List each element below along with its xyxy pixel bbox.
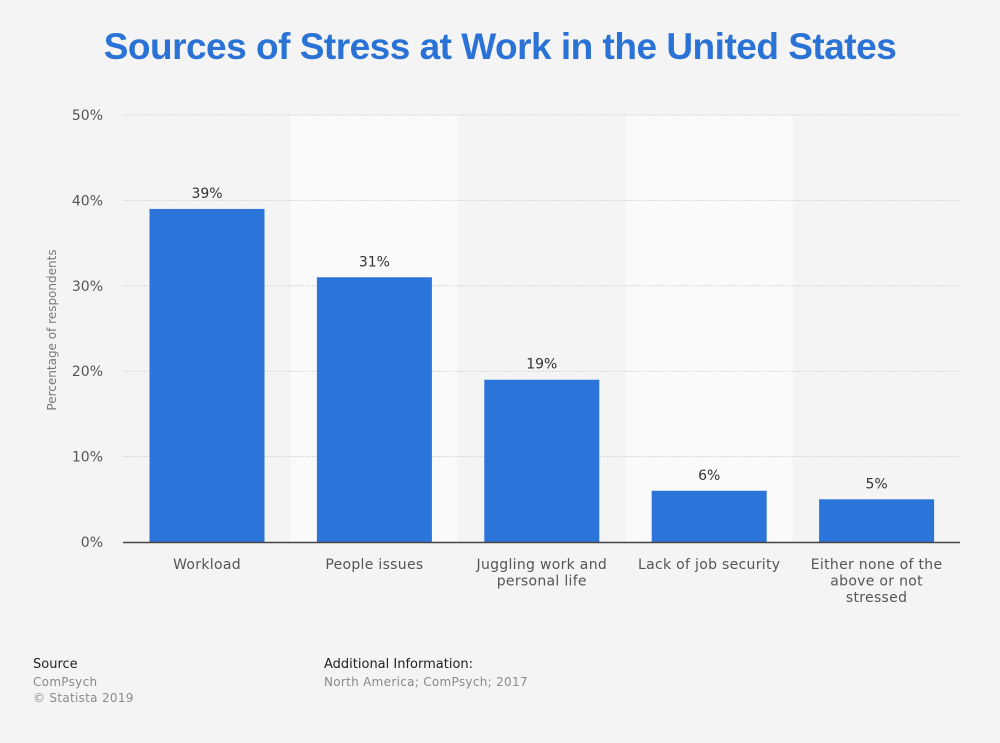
bar-3: [651, 490, 767, 542]
additional-info-line: North America; ComPsych; 2017: [324, 675, 528, 689]
bar-1: [316, 277, 432, 542]
data-label-3: 6%: [698, 468, 720, 484]
source-heading: Source: [33, 657, 78, 672]
y-axis-ticks: 0% 10% 20% 30% 40% 50%: [72, 108, 103, 551]
y-tick-label: 10%: [72, 450, 103, 466]
bars: [149, 208, 935, 542]
source-line-2: © Statista 2019: [33, 691, 134, 705]
category-label-0: Workload: [173, 557, 241, 573]
source-line-1: ComPsych: [33, 675, 98, 689]
data-label-4: 5%: [865, 476, 887, 492]
data-label-2: 19%: [526, 357, 557, 373]
bar-2: [484, 379, 600, 542]
source-block: Source ComPsych © Statista 2019: [33, 657, 134, 706]
y-tick-label: 30%: [72, 279, 103, 295]
additional-info-block: Additional Information: North America; C…: [324, 657, 528, 690]
data-label-0: 39%: [191, 186, 222, 202]
data-label-1: 31%: [359, 254, 390, 270]
category-label-4: above or not: [830, 574, 923, 590]
band-3: [625, 115, 793, 542]
category-label-4: stressed: [846, 590, 907, 606]
bar-4: [819, 499, 935, 542]
y-tick-label: 40%: [72, 193, 103, 209]
category-label-3: Lack of job security: [638, 557, 780, 573]
y-axis-label: Percentage of respondents: [45, 249, 59, 410]
additional-info-heading: Additional Information:: [324, 657, 474, 672]
y-tick-label: 20%: [72, 364, 103, 380]
category-label-1: People issues: [325, 557, 423, 573]
chart-title: Sources of Stress at Work in the United …: [103, 26, 897, 67]
y-tick-label: 0%: [81, 535, 103, 551]
category-labels: Workload People issues Juggling work andpe…: [173, 557, 942, 606]
category-label-2: personal life: [497, 574, 587, 590]
data-labels: 39% 31% 19% 6% 5%: [191, 186, 887, 492]
category-label-4: Either none of the: [811, 557, 943, 573]
bar-0: [149, 208, 265, 542]
category-label-2: Juggling work and: [476, 557, 608, 573]
y-tick-label: 50%: [72, 108, 103, 124]
